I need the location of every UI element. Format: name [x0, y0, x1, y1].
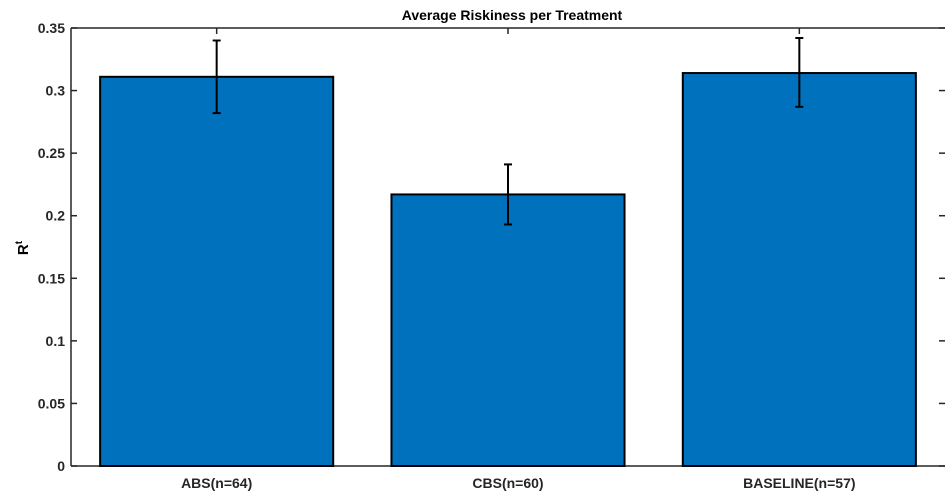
- y-tick-label-2: 0.1: [46, 333, 66, 349]
- error-bars: [212, 37, 804, 226]
- x-tick-label-0: ABS(n=64): [181, 475, 252, 491]
- x-tick-label-2: BASELINE(n=57): [743, 475, 855, 491]
- bar-0: [99, 75, 335, 467]
- y-tick-label-7: 0.35: [38, 20, 65, 36]
- chart-title: Average Riskiness per Treatment: [402, 7, 623, 23]
- bars: [99, 72, 917, 468]
- bar-1: [390, 193, 626, 467]
- y-tick-label-4: 0.2: [46, 208, 66, 224]
- tick-labels: 0 0.05 0.1 0.15 0.2 0.25 0.3 0.35 ABS(n=64) CBS(n…: [38, 20, 856, 491]
- y-tick-label-3: 0.15: [38, 270, 65, 286]
- y-tick-label-1: 0.05: [38, 395, 65, 411]
- y-tick-label-5: 0.25: [38, 145, 65, 161]
- y-tick-label-6: 0.3: [46, 83, 66, 99]
- y-axis-label-superscript: t: [14, 240, 25, 244]
- y-axis-label: Rt: [14, 240, 32, 255]
- y-tick-label-0: 0: [57, 458, 65, 474]
- bar-2: [681, 72, 917, 468]
- x-tick-label-1: CBS(n=60): [472, 475, 543, 491]
